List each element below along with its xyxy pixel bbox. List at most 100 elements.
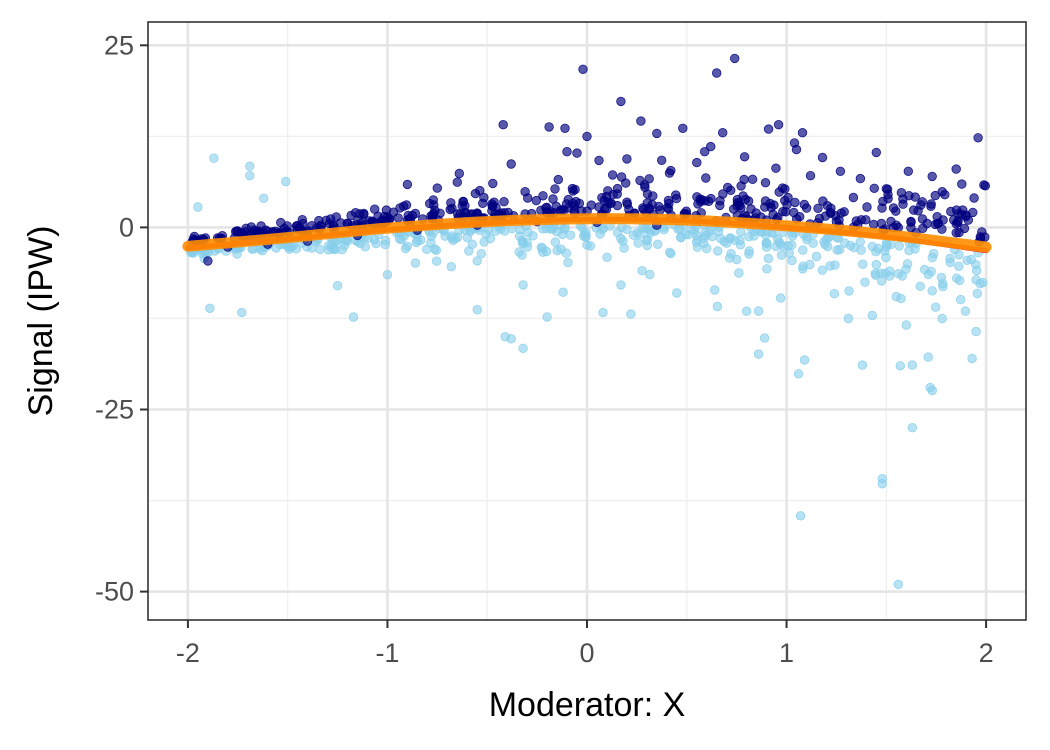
- control-point: [205, 303, 215, 314]
- control-point: [245, 170, 255, 181]
- control-point: [598, 307, 608, 318]
- treated-point: [701, 173, 711, 183]
- control-point: [602, 252, 612, 262]
- control-point: [522, 242, 533, 252]
- treated-point: [797, 127, 808, 138]
- control-point: [337, 244, 347, 255]
- control-point: [597, 224, 607, 234]
- treated-point: [917, 214, 928, 224]
- treated-point: [953, 216, 963, 226]
- treated-point: [346, 210, 356, 221]
- treated-point: [544, 122, 554, 132]
- control-point: [332, 281, 343, 291]
- control-point: [835, 244, 845, 255]
- control-point: [798, 245, 808, 255]
- control-point: [952, 273, 962, 283]
- x-axis-title: Moderator: X: [489, 686, 686, 724]
- control-point: [884, 266, 895, 276]
- control-point: [285, 242, 295, 252]
- control-point: [360, 242, 371, 252]
- treated-point: [706, 141, 716, 152]
- control-point: [710, 285, 720, 295]
- treated-point: [488, 178, 498, 189]
- treated-point: [918, 223, 928, 234]
- control-point: [633, 238, 643, 248]
- control-point: [749, 231, 759, 241]
- treated-point: [326, 214, 336, 224]
- treated-point: [671, 190, 681, 200]
- control-point: [676, 232, 686, 243]
- control-point: [541, 246, 552, 257]
- control-point: [867, 310, 878, 321]
- treated-point: [638, 204, 649, 215]
- control-point: [776, 250, 787, 260]
- treated-point: [774, 187, 784, 197]
- y-tick-label: -25: [95, 394, 134, 424]
- x-tick-label: 2: [979, 638, 994, 668]
- control-point: [795, 511, 806, 521]
- control-point: [956, 294, 966, 305]
- control-point: [927, 252, 938, 263]
- treated-point: [951, 205, 962, 215]
- control-point: [616, 280, 626, 290]
- x-tick-label: 0: [579, 638, 594, 668]
- treated-point: [203, 256, 213, 266]
- treated-point: [370, 204, 380, 214]
- control-point: [209, 153, 219, 163]
- control-point: [722, 238, 732, 248]
- control-point: [369, 234, 380, 245]
- control-point: [937, 313, 947, 324]
- treated-point: [616, 96, 626, 107]
- grid-major: [148, 22, 1026, 620]
- treated-point: [425, 198, 435, 209]
- treated-point: [878, 196, 888, 207]
- control-point: [915, 281, 925, 292]
- treated-point: [479, 192, 489, 203]
- control-point: [726, 248, 736, 259]
- control-point: [907, 360, 918, 370]
- treated-point: [523, 193, 533, 203]
- treated-point: [760, 177, 771, 188]
- treated-point: [695, 194, 705, 204]
- treated-point: [732, 201, 742, 211]
- treated-point: [906, 217, 916, 227]
- treated-point: [648, 191, 658, 201]
- control-point: [380, 239, 391, 250]
- treated-point: [783, 192, 793, 203]
- control-point: [753, 349, 764, 359]
- treated-point: [336, 218, 346, 228]
- control-point: [653, 239, 663, 250]
- control-point: [762, 264, 772, 274]
- treated-point: [622, 154, 632, 164]
- control-point: [829, 289, 840, 299]
- control-point: [734, 268, 744, 278]
- control-point: [735, 235, 745, 246]
- y-axis: 25 0 -25 -50: [95, 30, 148, 607]
- control-point: [422, 244, 432, 255]
- control-point: [528, 231, 538, 241]
- treated-point: [647, 199, 657, 210]
- control-point: [893, 579, 904, 590]
- treated-point: [622, 197, 632, 207]
- fit-orange-line: [182, 213, 992, 253]
- treated-point: [538, 191, 548, 201]
- control-point: [901, 320, 912, 330]
- control-point: [616, 233, 626, 244]
- control-point: [585, 241, 596, 251]
- control-point: [400, 243, 411, 254]
- treated-point: [246, 222, 257, 232]
- treated-point: [594, 155, 604, 166]
- treated-point: [805, 170, 816, 181]
- treated-point: [487, 201, 498, 211]
- treated-point: [930, 190, 941, 201]
- treated-point: [636, 116, 646, 126]
- control-point: [966, 254, 977, 265]
- treated-point: [606, 198, 616, 208]
- control-point: [894, 241, 905, 251]
- control-point: [637, 266, 647, 276]
- treated-point: [790, 197, 800, 208]
- control-point: [410, 258, 421, 268]
- control-point: [563, 257, 573, 268]
- control-point: [907, 423, 918, 433]
- treated-point: [454, 168, 465, 179]
